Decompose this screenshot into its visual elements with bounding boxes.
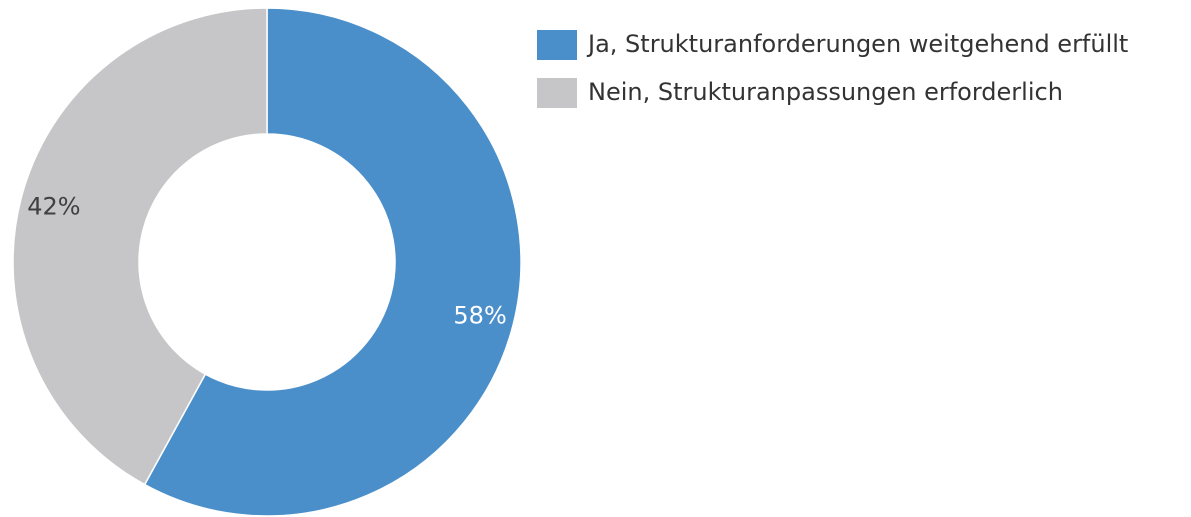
- donut-slice: [143, 7, 522, 517]
- data-label: 42%: [27, 192, 80, 220]
- legend-swatch: [537, 78, 577, 108]
- data-label: 58%: [453, 302, 506, 330]
- legend-swatch: [537, 30, 577, 60]
- donut-slice: [12, 7, 268, 486]
- legend-label: Ja, Strukturanforderungen weitgehend erf…: [586, 30, 1128, 58]
- legend-label: Nein, Strukturanpassungen erforderlich: [588, 78, 1063, 106]
